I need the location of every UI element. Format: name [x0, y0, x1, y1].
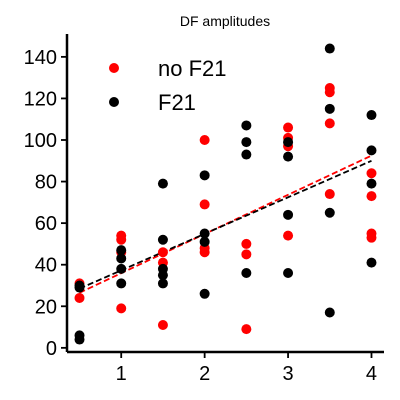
data-point-no-f21 [366, 168, 377, 179]
data-point-f21 [241, 268, 252, 279]
data-point-f21 [199, 170, 210, 181]
data-point-no-f21 [366, 232, 377, 243]
data-point-f21 [324, 43, 335, 54]
data-point-f21 [324, 207, 335, 218]
data-point-f21 [366, 145, 377, 156]
y-tick-label: 0 [46, 338, 57, 360]
data-point-f21 [157, 278, 168, 289]
data-point-no-f21 [241, 238, 252, 249]
data-point-no-f21 [199, 247, 210, 258]
data-point-f21 [283, 268, 294, 279]
chart-title: DF amplitudes [180, 13, 270, 29]
data-point-no-f21 [116, 234, 127, 245]
y-tick-label: 140 [24, 47, 57, 69]
data-point-f21 [283, 151, 294, 162]
data-point-no-f21 [366, 191, 377, 202]
x-tick-label: 4 [366, 363, 377, 385]
x-tick-label: 1 [116, 363, 127, 385]
data-point-no-f21 [74, 292, 85, 303]
data-point-f21 [199, 236, 210, 247]
data-point-f21 [116, 253, 127, 264]
data-point-no-f21 [283, 122, 294, 133]
axes: 0 20 40 60 80 100 120 140 1 2 3 4 [24, 34, 384, 385]
data-point-f21 [116, 278, 127, 289]
data-point-f21 [74, 282, 85, 293]
data-point-f21 [157, 234, 168, 245]
data-point-no-f21 [199, 199, 210, 210]
data-point-f21 [157, 178, 168, 189]
data-point-f21 [241, 149, 252, 160]
data-point-f21 [199, 288, 210, 299]
data-point-no-f21 [324, 118, 335, 129]
legend-marker-f21 [109, 97, 119, 107]
legend: no F21 F21 [109, 56, 227, 115]
data-point-no-f21 [241, 324, 252, 335]
data-point-f21 [74, 334, 85, 345]
data-points [74, 43, 377, 345]
y-tick-label: 20 [35, 296, 57, 318]
y-tick-label: 40 [35, 255, 57, 277]
data-point-f21 [366, 110, 377, 121]
trend-lines [79, 154, 372, 294]
data-point-no-f21 [116, 303, 127, 314]
y-tick-label: 60 [35, 213, 57, 235]
data-point-no-f21 [199, 135, 210, 145]
legend-label-no-f21: no F21 [158, 56, 227, 81]
data-point-f21 [283, 137, 294, 148]
data-point-f21 [157, 270, 168, 281]
data-point-no-f21 [283, 230, 294, 241]
legend-marker-no-f21 [109, 63, 119, 73]
data-point-no-f21 [157, 319, 168, 330]
data-point-f21 [324, 103, 335, 114]
data-point-f21 [324, 307, 335, 318]
legend-label-f21: F21 [158, 90, 196, 115]
y-tick-label: 80 [35, 172, 57, 194]
data-point-no-f21 [241, 249, 252, 260]
data-point-f21 [283, 209, 294, 220]
data-point-no-f21 [324, 87, 335, 98]
data-point-f21 [116, 245, 127, 256]
x-tick-label: 2 [199, 363, 210, 385]
data-point-f21 [366, 257, 377, 268]
data-point-f21 [241, 120, 252, 131]
y-tick-label: 120 [24, 88, 57, 110]
data-point-f21 [199, 228, 210, 239]
data-point-f21 [241, 137, 252, 148]
data-point-no-f21 [157, 247, 168, 258]
data-point-f21 [366, 178, 377, 189]
trend-line-f21 [79, 159, 372, 290]
y-tick-label: 100 [24, 130, 57, 152]
data-point-no-f21 [324, 189, 335, 200]
x-tick-label: 3 [283, 363, 294, 385]
data-point-f21 [116, 263, 127, 274]
